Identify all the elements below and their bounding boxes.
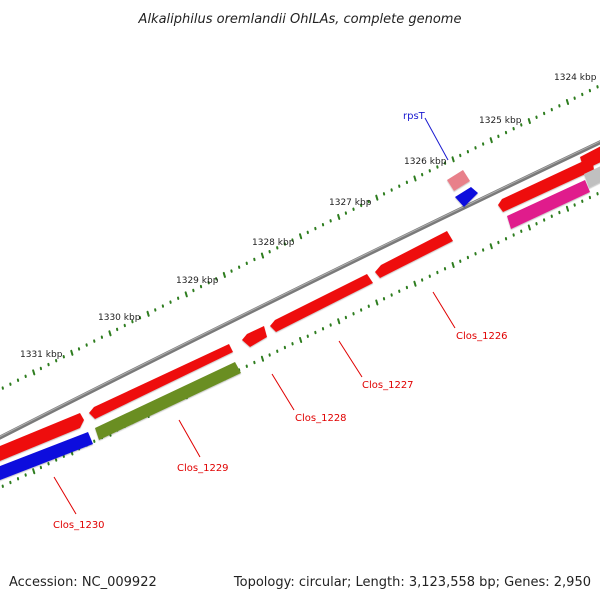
gene-upstream-1[interactable]: [498, 157, 594, 212]
inner-kbp-tick: [413, 280, 417, 287]
leader-clos1226: [432, 291, 456, 329]
kbp-label-group: 1324 kbp 1325 kbp 1326 kbp 1327 kbp 1328…: [20, 73, 597, 360]
kbp-label-1326: 1326 kbp: [404, 157, 447, 167]
gene-clos1229-forward[interactable]: [89, 344, 233, 419]
kbp-label-1330: 1330 kbp: [98, 313, 141, 323]
label-clos1228[interactable]: Clos_1228: [295, 413, 347, 424]
gene-magenta[interactable]: [507, 180, 590, 229]
outer-kbp-tick: [70, 349, 74, 356]
outer-kbp-tick: [527, 118, 531, 125]
label-clos1230[interactable]: Clos_1230: [53, 520, 105, 531]
gene-labels: rpsT Clos_1226 Clos_1227 Clos_1228 Clos_…: [53, 111, 508, 531]
kbp-label-1329: 1329 kbp: [176, 276, 219, 286]
gene-blue-small[interactable]: [455, 187, 478, 207]
outer-kbp-tick: [299, 233, 303, 240]
label-clos1227[interactable]: Clos_1227: [362, 380, 414, 391]
gene-clos1229-olive[interactable]: [95, 362, 241, 440]
leader-clos1228: [271, 373, 295, 411]
leader-clos1229: [178, 419, 201, 458]
inner-kbp-tick: [527, 224, 531, 231]
gene-track-reverse: [0, 164, 600, 482]
outer-kbp-tick: [451, 156, 455, 163]
outer-kbp-tick: [260, 252, 265, 259]
gene-rpst[interactable]: [447, 170, 470, 191]
inner-kbp-tick: [375, 299, 379, 306]
genome-backbone-highlight: [0, 140, 600, 438]
accession-text: Accession: NC_009922: [9, 575, 157, 590]
gene-clos1228[interactable]: [242, 326, 267, 347]
outer-kbp-tick: [108, 330, 112, 337]
outer-kbp-tick: [375, 194, 379, 201]
outer-kbp-tick: [337, 213, 341, 220]
kbp-label-1325: 1325 kbp: [479, 116, 522, 126]
outer-kbp-tick: [565, 99, 570, 106]
kbp-label-1324: 1324 kbp: [554, 73, 597, 83]
leader-clos1230: [53, 476, 77, 515]
map-title: Alkaliphilus oremlandii OhILAs, complete…: [138, 12, 462, 27]
inner-kbp-tick: [32, 468, 36, 475]
outer-kbp-tick: [489, 137, 493, 144]
leader-clos1227: [338, 340, 363, 378]
topology-text: Topology: circular; Length: 3,123,558 bp…: [233, 575, 591, 590]
kbp-label-1328: 1328 kbp: [252, 238, 295, 248]
outer-kbp-tick: [32, 369, 36, 376]
kbp-tick-ring: [1, 85, 599, 390]
inner-kbp-tick: [451, 262, 455, 268]
inner-kbp-tick: [337, 318, 341, 325]
leader-rpst: [424, 117, 449, 161]
gene-clos1230-forward[interactable]: [0, 413, 84, 463]
inner-kbp-tick: [299, 337, 303, 343]
gene-clos1227[interactable]: [270, 274, 373, 332]
gene-clos1226[interactable]: [375, 231, 453, 278]
gene-blue-left[interactable]: [0, 432, 93, 482]
kbp-label-1331: 1331 kbp: [20, 350, 63, 360]
kbp-label-1327: 1327 kbp: [329, 198, 372, 208]
gene-gray[interactable]: [584, 164, 600, 188]
inner-kbp-tick: [260, 355, 265, 362]
gene-track-forward: [0, 144, 600, 463]
label-clos1226[interactable]: Clos_1226: [456, 331, 508, 342]
genome-backbone: [0, 140, 600, 440]
outer-kbp-tick: [222, 271, 226, 278]
label-clos1229[interactable]: Clos_1229: [177, 463, 229, 474]
gene-upstream-2[interactable]: [580, 144, 600, 170]
outer-kbp-tick: [146, 310, 150, 317]
outer-kbp-tick: [184, 291, 188, 298]
label-rpst[interactable]: rpsT: [403, 111, 426, 122]
inner-kbp-tick: [565, 205, 570, 212]
inner-kbp-tick: [489, 243, 493, 250]
outer-kbp-tick: [413, 175, 417, 182]
